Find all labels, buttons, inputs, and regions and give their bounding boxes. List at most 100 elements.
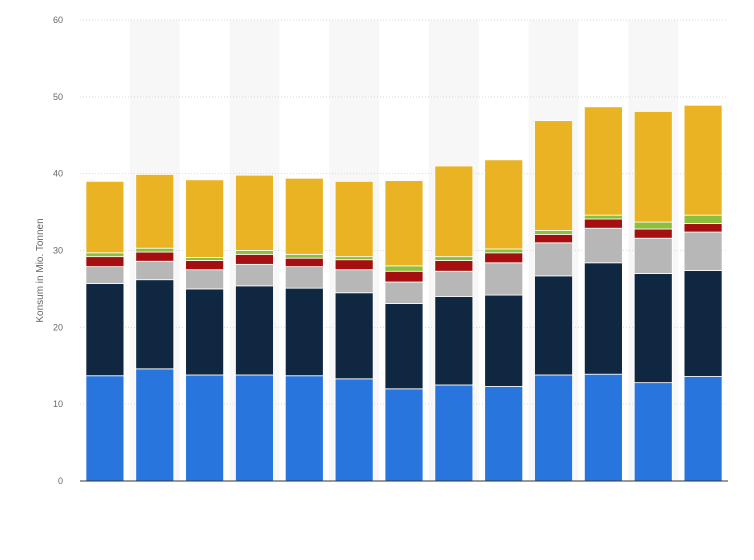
bar-segment: [284, 287, 324, 377]
bar-segment: [633, 111, 673, 223]
bar-segment: [185, 257, 225, 261]
bar-segment: [135, 260, 175, 281]
bar-segment: [85, 180, 125, 254]
bar-segment: [384, 265, 424, 272]
bar-segment: [583, 262, 623, 375]
bar-segment: [235, 253, 274, 265]
bar-segment: [384, 281, 424, 304]
bar-segment: [434, 256, 474, 261]
bar-segment: [434, 384, 474, 482]
bar-segment: [683, 223, 723, 233]
bar-segment: [583, 227, 623, 264]
bar-segment: [185, 288, 225, 376]
bar-segment: [334, 259, 374, 271]
bar-segment: [484, 294, 524, 387]
bar-stack: [434, 165, 474, 482]
bar-segment: [85, 256, 125, 268]
y-tick-label: 30: [53, 246, 63, 256]
bar-segment: [284, 375, 324, 482]
bar-segment: [235, 250, 274, 255]
bar-segment: [284, 177, 324, 255]
bar-segment: [384, 303, 424, 390]
bar-segment: [633, 382, 673, 482]
bar-stack: [534, 120, 573, 482]
bar-segment: [534, 275, 573, 376]
bar-segment: [185, 179, 225, 258]
bar-segment: [534, 120, 573, 231]
bar-segment: [235, 374, 274, 482]
bar-stack: [185, 179, 225, 482]
bar-segment: [484, 262, 524, 296]
bar-segment: [583, 214, 623, 220]
bar-stack: [683, 104, 723, 482]
bar-segment: [135, 247, 175, 253]
bar-segment: [384, 388, 424, 482]
bar-segment: [434, 260, 474, 272]
bar-segment: [284, 257, 324, 268]
bar-segment: [85, 375, 125, 482]
bar-segment: [633, 237, 673, 274]
y-axis-ticks: 0 10 20 30 40 50 60: [53, 15, 63, 486]
y-axis-title: Konsum in Mio. Tonnen: [35, 218, 46, 322]
y-tick-label: 0: [58, 476, 63, 486]
bar-segment: [135, 368, 175, 482]
y-tick-label: 40: [53, 169, 63, 179]
bar-segment: [683, 104, 723, 216]
bar-segment: [384, 270, 424, 283]
bar-segment: [484, 386, 524, 482]
bar-segment: [135, 279, 175, 370]
bar-segment: [85, 266, 125, 284]
bar-segment: [484, 252, 524, 264]
bar-segment: [334, 180, 374, 258]
y-tick-label: 20: [53, 322, 63, 332]
bar-segment: [135, 174, 175, 249]
bar-segment: [633, 273, 673, 384]
bar-segment: [534, 233, 573, 244]
bar-segment: [284, 253, 324, 259]
bar-segment: [235, 285, 274, 376]
bar-segment: [583, 106, 623, 216]
bar-segment: [484, 159, 524, 250]
bar-segment: [434, 270, 474, 297]
bar-segment: [284, 266, 324, 289]
bar-segment: [334, 378, 374, 482]
y-tick-label: 10: [53, 399, 63, 409]
bar-segment: [633, 221, 673, 230]
bar-segment: [633, 228, 673, 239]
bar-segment: [583, 373, 623, 482]
bar-stack: [484, 159, 524, 482]
y-tick-label: 60: [53, 15, 63, 25]
bar-segment: [683, 270, 723, 377]
bar-stack: [334, 180, 374, 482]
bar-stack: [85, 180, 125, 482]
bar-segment: [534, 230, 573, 235]
bar-stack: [284, 177, 324, 482]
bar-segment: [85, 283, 125, 377]
bar-segment: [384, 180, 424, 267]
bar-segment: [683, 231, 723, 271]
y-tick-label: 50: [53, 92, 63, 102]
bar-stack: [135, 174, 175, 482]
bar-segment: [185, 269, 225, 290]
bar-segment: [185, 260, 225, 271]
bar-segment: [583, 218, 623, 229]
bar-segment: [484, 248, 524, 254]
bar-segment: [185, 374, 225, 482]
bar-segment: [334, 256, 374, 261]
bar-segment: [534, 242, 573, 277]
bar-stack: [583, 106, 623, 482]
bar-segment: [334, 292, 374, 380]
bar-segment: [434, 296, 474, 386]
bar-segment: [235, 263, 274, 287]
bar-segment: [683, 376, 723, 482]
bar-stack: [235, 174, 274, 482]
bar-segment: [683, 214, 723, 225]
bar-segment: [235, 174, 274, 251]
bar-segment: [434, 165, 474, 258]
bar-stacks: [85, 104, 723, 482]
bar-segment: [334, 269, 374, 294]
bar-segment: [135, 251, 175, 262]
bar-stack: [384, 180, 424, 482]
